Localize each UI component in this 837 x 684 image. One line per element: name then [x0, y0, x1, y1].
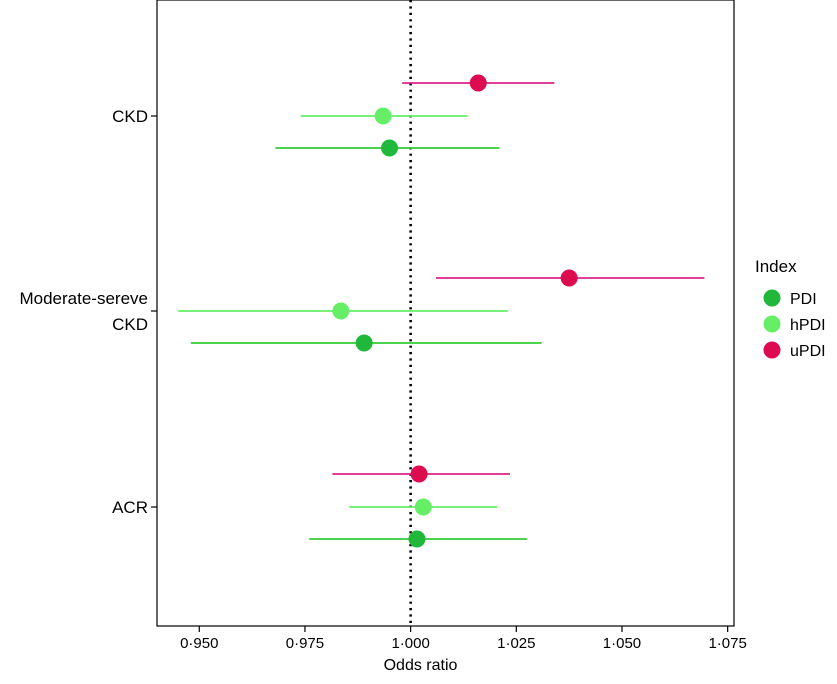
point-updi-ckd — [469, 74, 487, 92]
category-label-moderate: Moderate-sereve CKD — [19, 289, 148, 334]
legend-title: Index — [755, 257, 797, 276]
legend-key-hpdi — [763, 315, 781, 333]
x-tick-label-4: 1·050 — [603, 635, 641, 652]
point-updi-acr — [410, 465, 428, 483]
point-hpdi-ckd — [374, 107, 392, 125]
legend-key-updi — [763, 341, 781, 359]
plot-panel-border — [156, 0, 735, 627]
category-label-ckd: CKD — [112, 107, 148, 126]
legend-label-updi: uPDI — [790, 343, 826, 360]
point-pdi-moderate — [355, 334, 373, 352]
point-updi-moderate — [560, 269, 578, 287]
x-tick-label-0: 0·950 — [180, 635, 218, 652]
x-axis-title: Odds ratio — [384, 657, 458, 674]
point-hpdi-acr — [414, 498, 432, 516]
point-pdi-acr — [408, 530, 426, 548]
x-tick-label-3: 1·025 — [497, 635, 535, 652]
legend-label-pdi: PDI — [790, 291, 817, 308]
point-pdi-ckd — [380, 139, 398, 157]
category-label-acr: ACR — [112, 498, 148, 517]
legend: Index PDI hPDI uPDI — [755, 257, 826, 360]
legend-key-pdi — [763, 289, 781, 307]
x-tick-label-5: 1·075 — [708, 635, 746, 652]
point-hpdi-moderate — [332, 302, 350, 320]
x-tick-label-2: 1·000 — [391, 635, 429, 652]
legend-label-hpdi: hPDI — [790, 317, 826, 334]
x-tick-label-1: 0·975 — [286, 635, 324, 652]
